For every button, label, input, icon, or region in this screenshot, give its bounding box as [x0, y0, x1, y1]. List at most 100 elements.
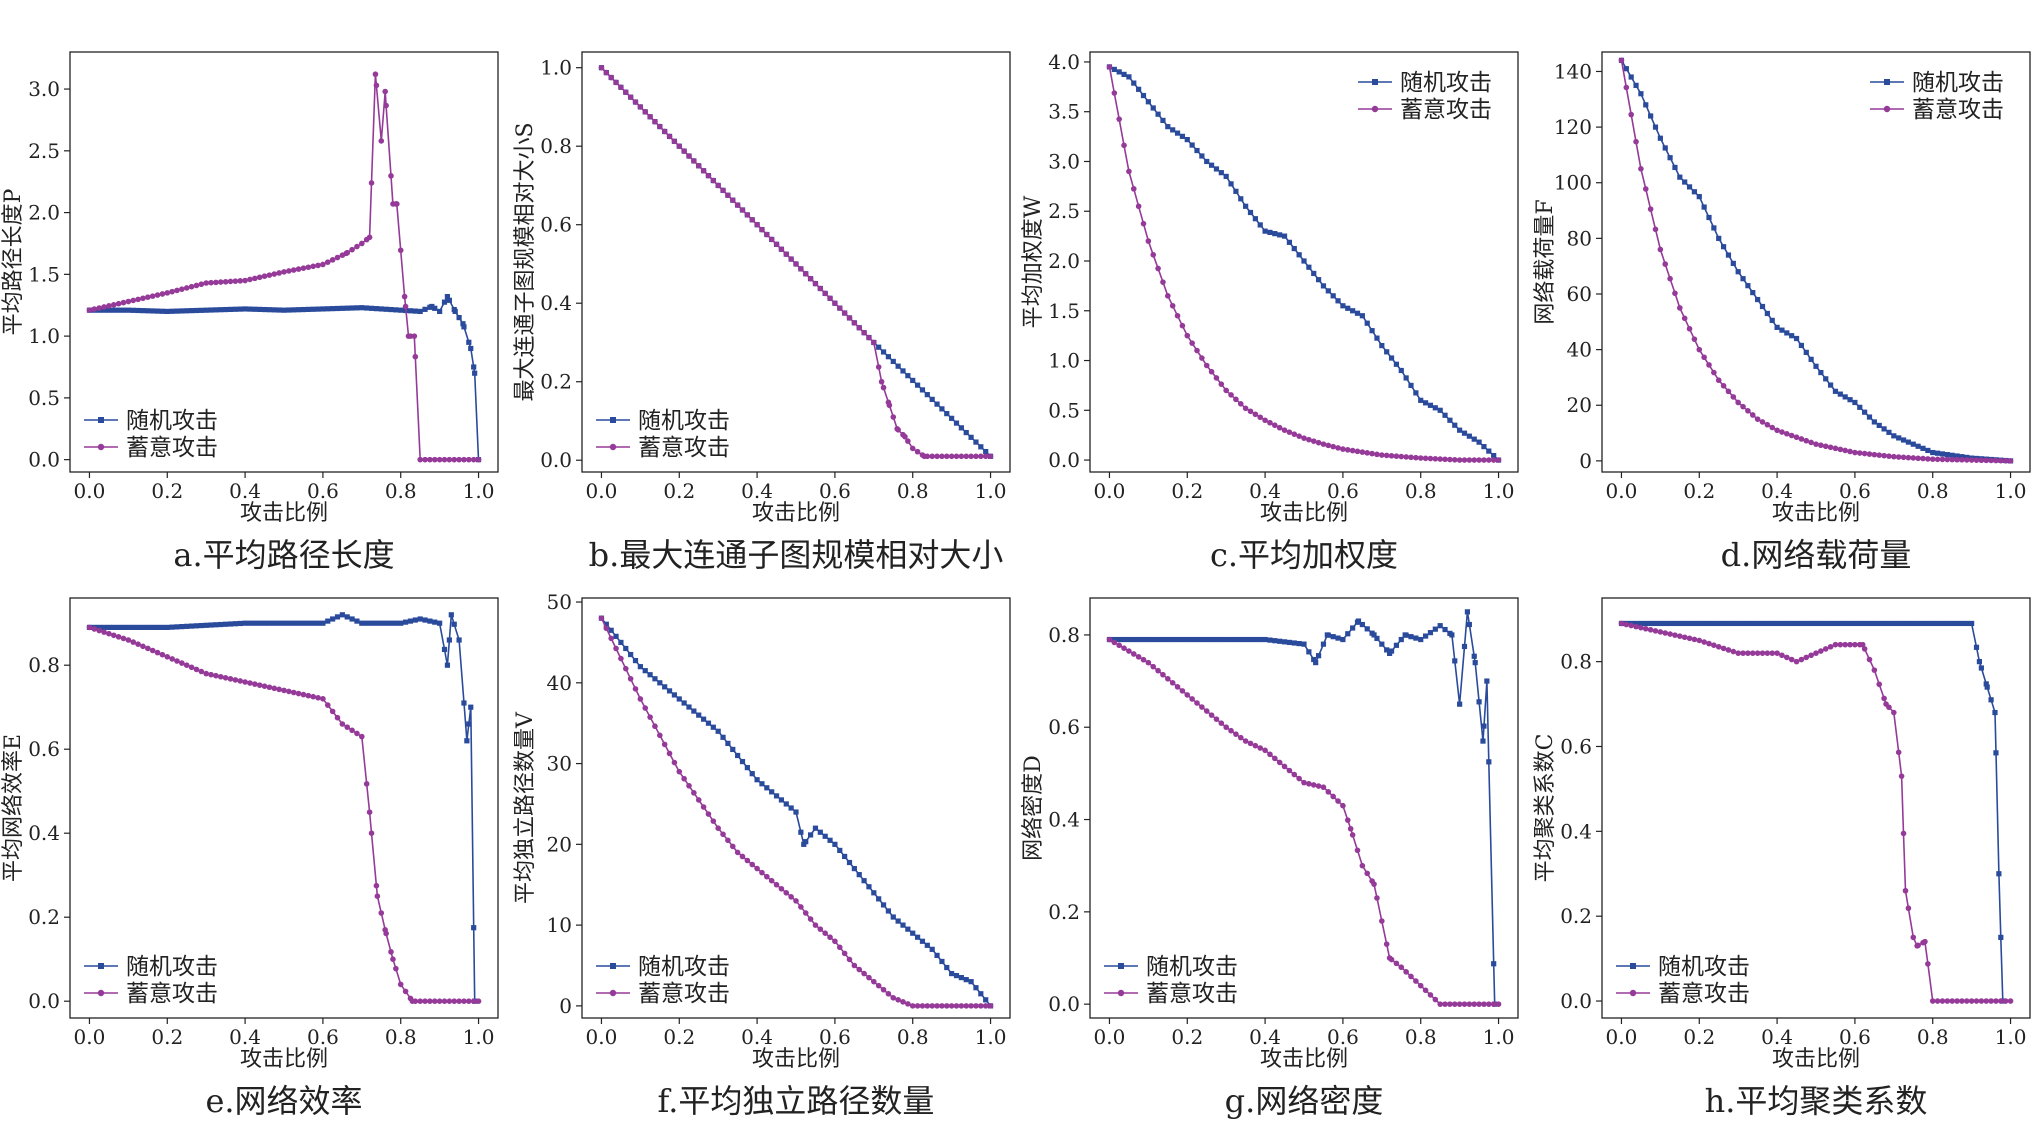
y-axis-label: 平均加权度W — [1021, 195, 1046, 328]
data-point — [603, 625, 610, 632]
data-point — [676, 768, 683, 775]
data-point — [1939, 451, 1946, 457]
panel-caption: b.最大连通子图规模相对大小 — [589, 536, 1004, 574]
data-point — [1871, 620, 1877, 627]
data-point — [1827, 643, 1834, 650]
data-point — [397, 247, 404, 254]
data-point — [368, 830, 375, 836]
chart-panel-f: 0.0 0.2 0.4 0.6 0.8 1.0 0 10 20 30 40 50 攻击比例 平均独立路径数… — [513, 590, 1011, 1120]
data-point — [1638, 166, 1644, 172]
data-point — [412, 353, 419, 360]
data-point — [1388, 648, 1395, 654]
data-point — [905, 1001, 911, 1007]
data-point — [1155, 667, 1161, 674]
x-tick-label: 0.2 — [1683, 1025, 1715, 1049]
data-point — [1930, 620, 1936, 627]
data-point — [125, 298, 132, 305]
data-point — [963, 429, 969, 436]
data-point — [125, 624, 131, 630]
data-point — [1898, 773, 1905, 779]
data-point — [846, 315, 853, 321]
data-point — [1320, 283, 1327, 289]
data-point — [1257, 745, 1264, 751]
data-point — [1349, 447, 1356, 454]
data-point — [1686, 184, 1693, 190]
y-tick-label: 0.6 — [28, 737, 60, 761]
x-tick-label: 0.6 — [1839, 1025, 1871, 1049]
data-point — [739, 758, 746, 765]
data-point — [1140, 92, 1147, 99]
data-point — [973, 453, 979, 460]
data-point — [822, 930, 828, 936]
data-point — [135, 624, 141, 630]
data-point — [86, 624, 93, 631]
data-point — [252, 275, 258, 282]
data-point — [919, 387, 926, 393]
data-point — [1165, 293, 1171, 299]
data-point — [431, 998, 438, 1004]
data-point — [900, 922, 906, 928]
data-point — [1648, 620, 1654, 627]
data-point — [154, 292, 161, 298]
data-point — [140, 308, 146, 314]
data-point — [116, 624, 122, 630]
data-point — [227, 278, 234, 285]
data-point — [359, 620, 365, 626]
data-point — [1720, 244, 1727, 250]
data-point — [914, 448, 921, 455]
data-point — [1238, 636, 1244, 643]
data-point — [1301, 641, 1307, 647]
data-point — [1696, 620, 1702, 627]
x-tick-label: 0.4 — [1249, 479, 1281, 503]
data-point — [1476, 457, 1482, 463]
data-point — [1925, 447, 1931, 454]
data-point — [939, 958, 945, 965]
data-point — [1126, 636, 1132, 643]
data-point — [101, 304, 107, 310]
data-point — [1638, 624, 1644, 631]
data-point — [1861, 646, 1868, 652]
data-point — [475, 456, 482, 463]
data-point — [315, 306, 321, 312]
data-point — [401, 293, 408, 300]
data-point — [1335, 445, 1341, 451]
data-point — [1949, 452, 1955, 458]
data-point — [110, 301, 117, 308]
data-point — [1973, 457, 1980, 463]
y-tick-label: 40 — [1567, 338, 1592, 362]
data-point — [739, 853, 746, 860]
data-point — [1789, 333, 1795, 339]
data-point — [1642, 625, 1649, 632]
data-point — [130, 639, 137, 645]
series-malicious — [598, 64, 994, 460]
y-tick-label: 0 — [1579, 449, 1592, 473]
data-point — [836, 305, 843, 311]
x-tick-label: 1.0 — [1995, 479, 2027, 503]
data-point — [330, 306, 336, 312]
data-point — [1281, 427, 1288, 433]
data-point — [1491, 961, 1497, 967]
data-point — [885, 990, 892, 997]
data-point — [1437, 623, 1443, 629]
data-point — [885, 354, 892, 360]
data-point — [411, 333, 418, 339]
data-point — [754, 221, 760, 228]
data-point — [305, 692, 312, 699]
data-point — [1716, 620, 1722, 627]
data-point — [671, 759, 678, 766]
data-point — [1954, 453, 1960, 459]
data-point — [1682, 620, 1688, 627]
data-point — [1267, 229, 1273, 235]
data-point — [1886, 704, 1892, 711]
plot-frame — [1089, 51, 1519, 473]
data-point — [310, 263, 316, 270]
data-point — [305, 620, 311, 626]
data-point — [657, 732, 663, 739]
data-point — [1184, 136, 1190, 143]
data-point — [769, 789, 775, 795]
data-point — [1189, 142, 1195, 148]
data-point — [1929, 456, 1936, 463]
data-point — [1179, 636, 1186, 643]
panel-caption: d.网络载荷量 — [1721, 536, 1912, 574]
